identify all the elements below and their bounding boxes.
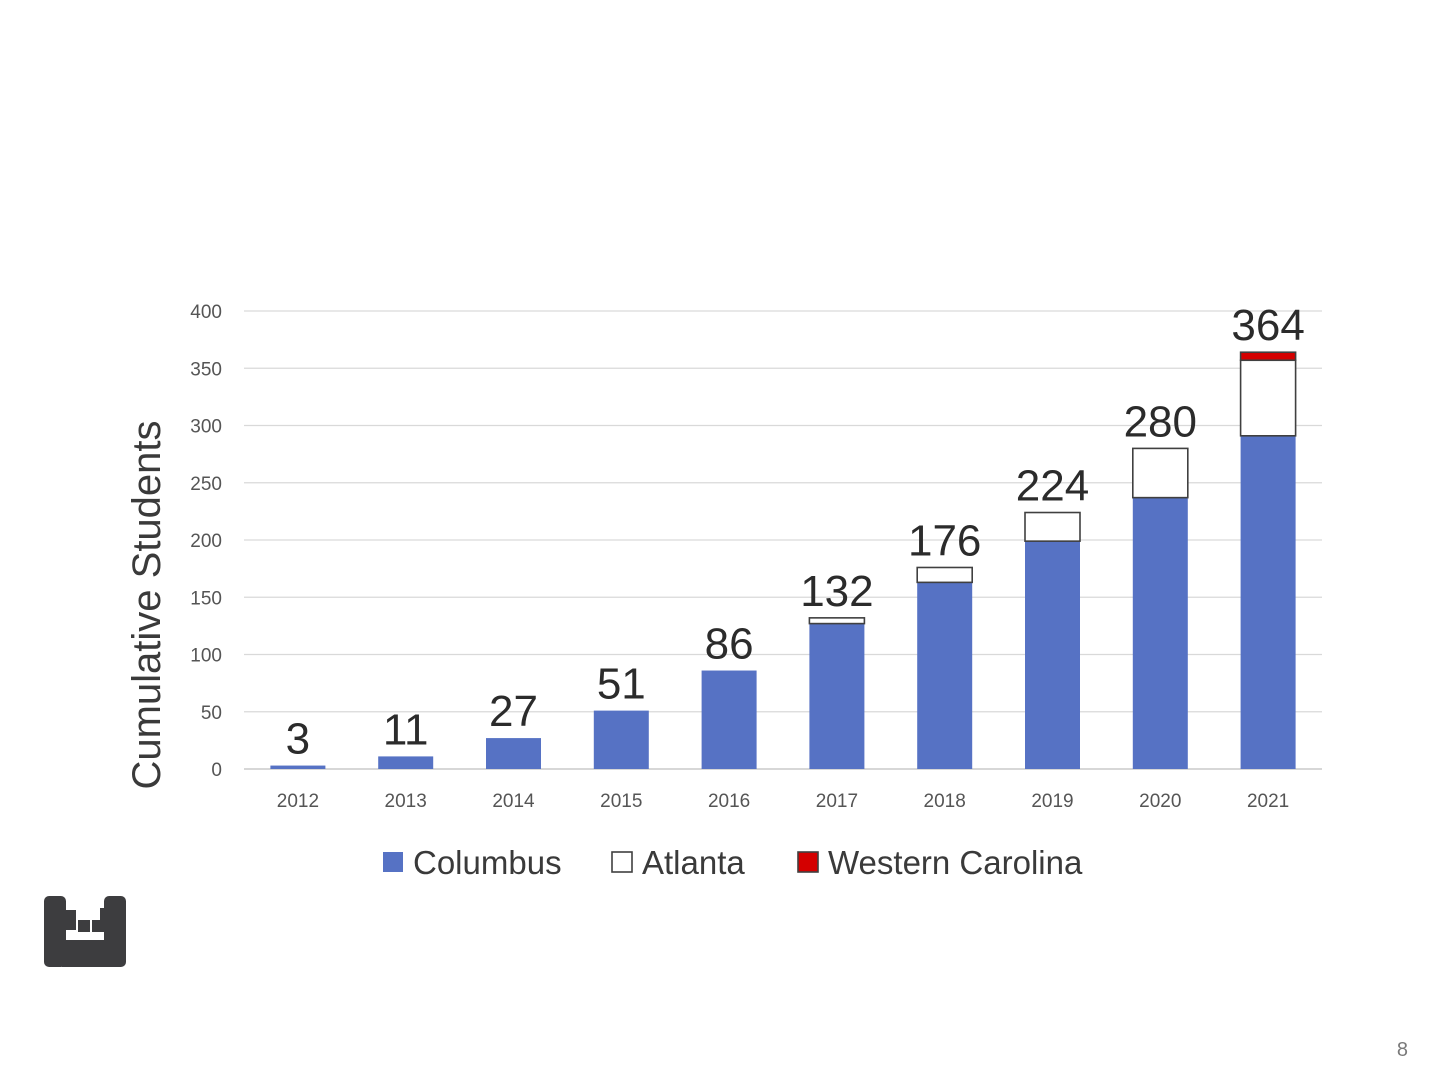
legend-swatch-columbus <box>383 852 403 872</box>
total-label-2017: 132 <box>800 567 873 616</box>
total-label-2015: 51 <box>597 660 646 709</box>
bar-columbus-2013 <box>378 756 434 769</box>
total-label-2013: 11 <box>383 705 429 754</box>
x-axis-ticks: 2012 2013 2014 2015 2016 2017 2018 2019 2020 2021 <box>277 791 1289 812</box>
y-tick-label: 250 <box>190 474 222 495</box>
total-label-2020: 280 <box>1124 397 1197 446</box>
legend-label: Columbus <box>413 844 562 881</box>
x-tick-label: 2013 <box>385 791 427 812</box>
bar-atlanta-2018 <box>916 566 974 584</box>
x-tick-label: 2017 <box>816 791 858 812</box>
bar-columbus-2020 <box>1132 497 1188 769</box>
gridlines <box>244 310 1322 770</box>
bar-atlanta-2021 <box>1239 359 1297 437</box>
x-tick-label: 2012 <box>277 791 319 812</box>
legend-swatch-western-carolina <box>797 851 819 873</box>
bar-atlanta-2019 <box>1024 511 1081 542</box>
x-tick-label: 2018 <box>924 791 966 812</box>
page-number: 8 <box>1396 1039 1408 1061</box>
bar-columbus-2012 <box>270 765 326 769</box>
legend-label: Western Carolina <box>828 844 1083 881</box>
x-tick-label: 2016 <box>708 791 750 812</box>
legend: Columbus Atlanta Western Carolina <box>383 844 1083 881</box>
bar-columbus-2019 <box>1025 541 1080 769</box>
x-tick-label: 2015 <box>600 791 642 812</box>
bar-columbus-2021 <box>1240 435 1296 769</box>
total-label-2016: 86 <box>705 620 754 669</box>
y-axis-ticks: 0 50 100 150 200 250 300 350 400 <box>190 302 222 781</box>
bar-columbus-2017 <box>809 623 865 769</box>
y-tick-label: 50 <box>201 703 222 724</box>
y-axis-title: Cumulative Students <box>125 420 169 789</box>
total-labels: 3 11 27 51 86 132 176 224 280 364 <box>286 301 1305 763</box>
y-tick-label: 100 <box>190 646 222 667</box>
total-label-2021: 364 <box>1231 301 1304 350</box>
x-tick-label: 2021 <box>1247 791 1289 812</box>
bar-columbus-2016 <box>701 670 757 769</box>
y-tick-label: 350 <box>190 359 222 380</box>
y-tick-label: 400 <box>190 302 222 323</box>
y-tick-label: 150 <box>190 588 222 609</box>
x-tick-label: 2019 <box>1031 791 1073 812</box>
x-tick-label: 2020 <box>1139 791 1181 812</box>
total-label-2012: 3 <box>286 715 310 764</box>
total-label-2018: 176 <box>908 516 981 565</box>
bar-columbus-2015 <box>593 710 649 769</box>
bar-atlanta-2020 <box>1132 447 1189 499</box>
bar-western-carolina-2021 <box>1239 351 1297 362</box>
x-tick-label: 2014 <box>492 791 535 812</box>
total-label-2019: 224 <box>1016 462 1089 511</box>
y-tick-label: 300 <box>190 417 222 438</box>
bar-columbus-2018 <box>917 582 973 769</box>
legend-swatch-atlanta <box>611 851 633 873</box>
company-logo-icon <box>44 896 126 967</box>
legend-label: Atlanta <box>642 844 745 881</box>
y-tick-label: 0 <box>211 760 222 781</box>
bars <box>270 351 1297 769</box>
bar-atlanta-2017 <box>808 617 866 625</box>
y-tick-label: 200 <box>190 531 222 552</box>
total-label-2014: 27 <box>489 687 538 736</box>
bar-columbus-2014 <box>486 738 541 769</box>
